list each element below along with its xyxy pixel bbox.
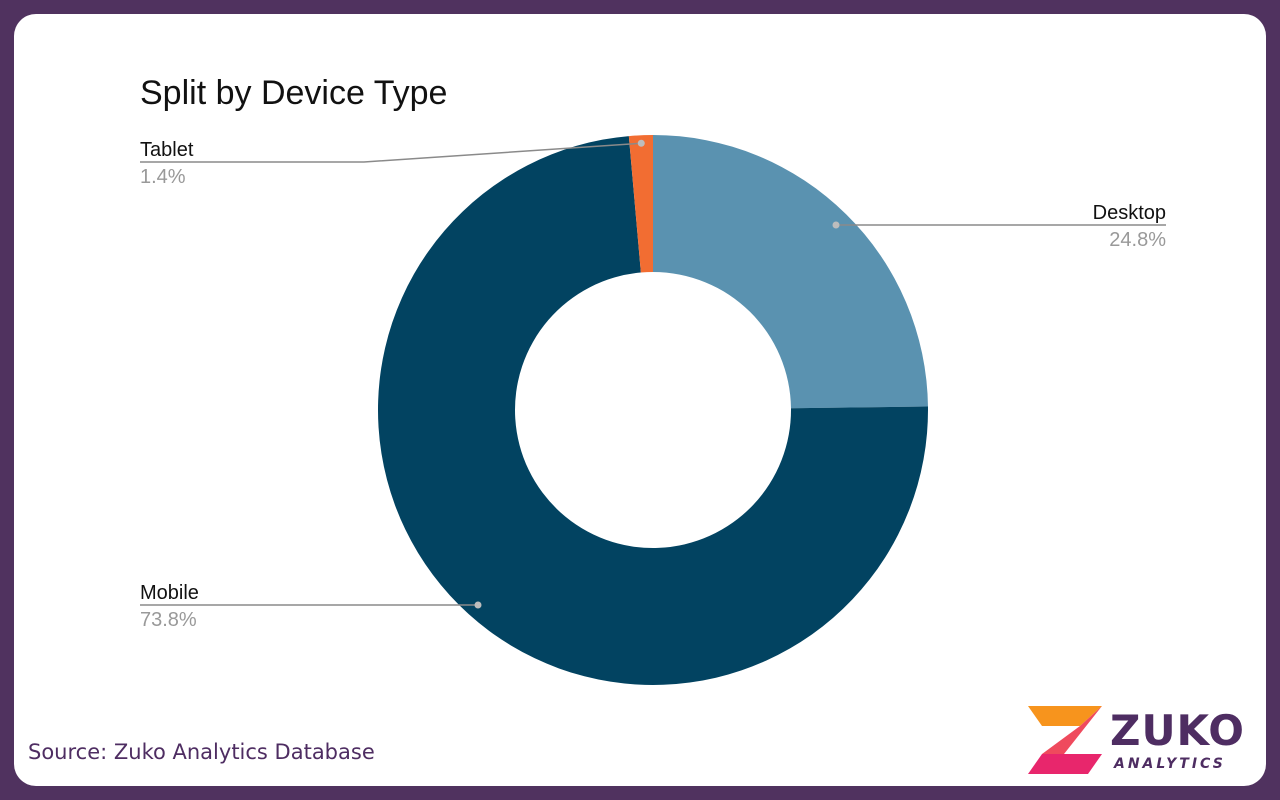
zuko-logo: ZUKO ANALYTICS — [1026, 704, 1256, 780]
chart-card: Desktop 24.8% Mobile 73.8% Tablet 1.4% Split … — [14, 14, 1266, 786]
zuko-logo-mark-icon — [1028, 706, 1102, 774]
value-label-tablet: 1.4% — [140, 166, 186, 188]
leader-line-tablet — [140, 142, 642, 163]
leader-dot-desktop — [832, 221, 840, 229]
logo-subtitle: ANALYTICS — [1114, 756, 1226, 772]
source-caption: Source: Zuko Analytics Database — [28, 740, 375, 764]
leader-dot-tablet — [637, 139, 645, 147]
label-tablet: Tablet — [140, 139, 194, 161]
slice-desktop — [653, 135, 928, 409]
label-mobile: Mobile — [140, 582, 199, 604]
label-desktop: Desktop — [1093, 202, 1166, 224]
donut-chart: Desktop 24.8% Mobile 73.8% Tablet 1.4% — [140, 135, 1166, 686]
value-label-desktop: 24.8% — [1109, 229, 1166, 251]
leader-dot-mobile — [474, 601, 482, 609]
chart-title: Split by Device Type — [140, 74, 448, 112]
logo-wordmark: ZUKO — [1110, 706, 1245, 755]
slice-mobile — [378, 136, 928, 686]
value-label-mobile: 73.8% — [140, 609, 197, 631]
slice-tablet — [628, 135, 653, 273]
